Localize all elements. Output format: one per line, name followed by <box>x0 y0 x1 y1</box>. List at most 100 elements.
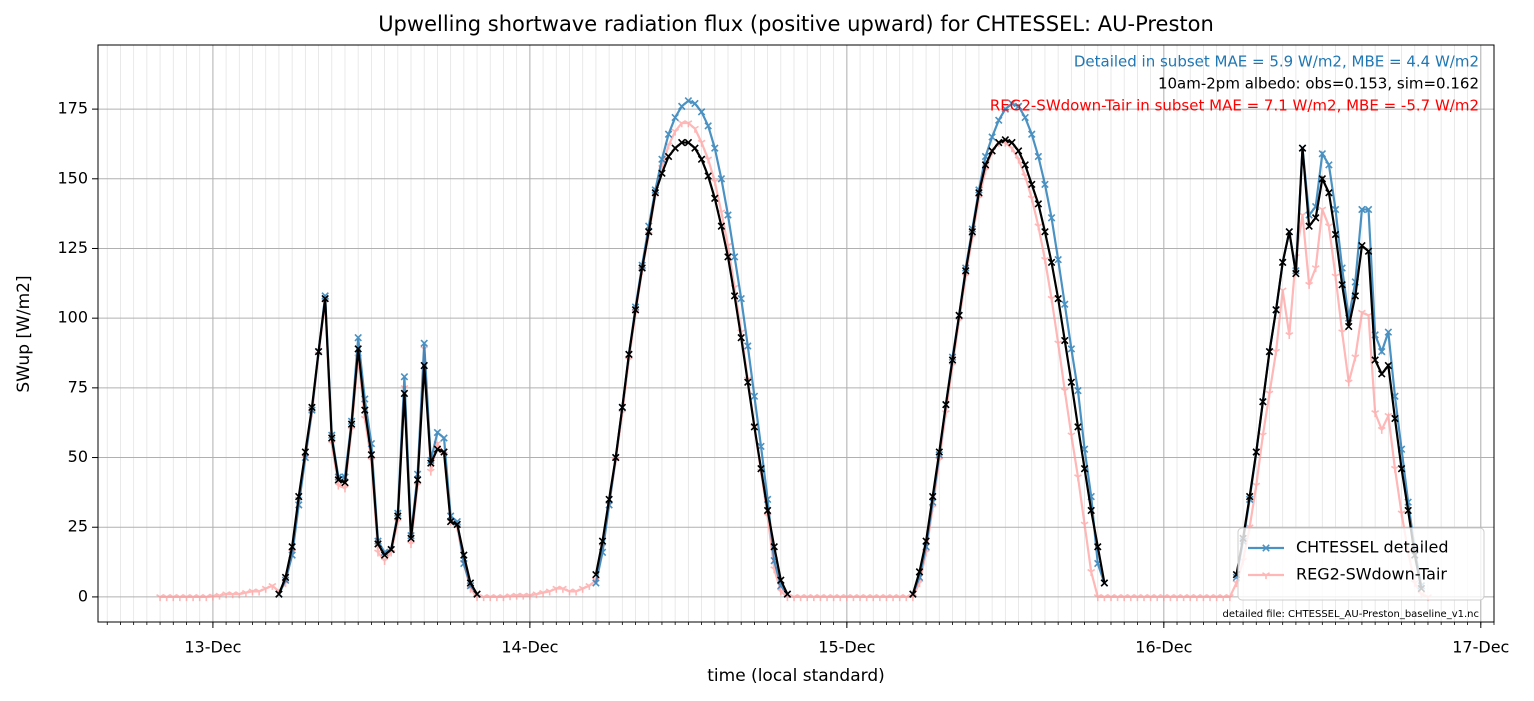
marker <box>1397 464 1406 473</box>
marker <box>724 253 732 261</box>
marker <box>763 506 772 515</box>
marker <box>374 540 382 548</box>
y-tick-label: 100 <box>57 308 88 327</box>
marker <box>460 551 468 559</box>
marker <box>677 102 686 111</box>
marker <box>631 306 640 314</box>
marker <box>235 591 244 599</box>
marker <box>532 591 541 599</box>
marker <box>354 345 362 353</box>
marker <box>1338 280 1346 289</box>
marker <box>744 342 752 350</box>
annotation: REG2-SWdown-Tair in subset MAE = 7.1 W/m… <box>990 97 1479 115</box>
y-tick-label: 0 <box>78 586 88 605</box>
marker <box>909 590 917 598</box>
marker <box>1087 506 1095 515</box>
marker <box>202 593 211 602</box>
marker <box>215 592 224 600</box>
marker <box>499 593 508 602</box>
annotation: 10am-2pm albedo: obs=0.153, sim=0.162 <box>1158 75 1479 93</box>
marker <box>730 292 739 300</box>
footnote: detailed file: CHTESSEL_AU-Preston_basel… <box>1222 609 1479 620</box>
marker <box>1080 464 1089 473</box>
legend-label: REG2-SWdown-Tair <box>1296 565 1447 584</box>
marker <box>268 582 277 590</box>
marker <box>1265 390 1274 398</box>
marker <box>1259 398 1267 406</box>
marker <box>1272 306 1280 314</box>
marker <box>334 476 343 484</box>
marker <box>241 589 250 597</box>
marker <box>598 537 607 545</box>
marker <box>341 478 349 487</box>
marker <box>1371 410 1380 418</box>
marker <box>433 445 442 453</box>
marker <box>367 450 376 459</box>
marker <box>1318 175 1327 183</box>
y-tick-label: 125 <box>57 238 88 257</box>
marker <box>328 434 336 442</box>
marker <box>757 464 765 473</box>
y-tick-label: 50 <box>68 447 88 466</box>
marker <box>453 520 462 529</box>
marker <box>413 476 422 484</box>
legend-box <box>1237 527 1485 601</box>
marker <box>1391 414 1399 423</box>
marker <box>651 188 660 197</box>
marker <box>1100 579 1109 587</box>
marker <box>981 161 990 169</box>
marker <box>1027 180 1036 189</box>
marker <box>625 350 633 359</box>
x-axis-label: time (local standard) <box>707 666 885 686</box>
marker <box>1252 482 1261 490</box>
marker <box>1364 205 1373 214</box>
marker <box>1087 568 1096 576</box>
marker <box>380 551 389 559</box>
marker <box>1252 448 1261 456</box>
marker <box>400 372 409 381</box>
marker <box>1331 230 1340 239</box>
marker <box>1325 161 1333 169</box>
marker <box>473 590 481 598</box>
legend-label: CHTESSEL detailed <box>1296 538 1448 557</box>
x-tick-label: 13-Dec <box>184 638 241 657</box>
marker <box>770 542 778 551</box>
marker <box>744 378 752 387</box>
marker <box>1265 347 1274 356</box>
marker <box>1021 113 1029 122</box>
marker <box>1384 361 1393 370</box>
marker <box>677 138 686 147</box>
marker <box>407 541 415 549</box>
marker <box>1067 345 1076 353</box>
marker <box>288 542 296 551</box>
marker <box>1034 200 1043 208</box>
marker <box>1285 227 1294 236</box>
marker <box>585 582 594 590</box>
series <box>275 96 1426 598</box>
marker <box>1278 258 1287 267</box>
marker <box>717 222 726 230</box>
marker <box>1067 432 1076 440</box>
marker <box>1034 223 1043 231</box>
marker <box>1041 256 1049 264</box>
legend-entry <box>1248 544 1284 552</box>
marker <box>671 144 679 152</box>
marker <box>1047 295 1056 303</box>
marker <box>347 420 356 428</box>
marker <box>1344 379 1353 387</box>
marker <box>1357 309 1366 317</box>
marker <box>697 139 706 147</box>
marker <box>592 570 600 579</box>
marker <box>691 125 699 133</box>
legend-marker <box>1262 572 1270 580</box>
legend-entry <box>1248 572 1284 580</box>
y-axis-label: SWup [W/m2] <box>14 275 34 392</box>
marker <box>968 227 977 236</box>
marker <box>664 152 673 161</box>
marker <box>440 448 448 456</box>
marker <box>750 392 759 400</box>
marker <box>710 178 719 186</box>
marker <box>308 403 316 412</box>
marker <box>658 155 666 164</box>
